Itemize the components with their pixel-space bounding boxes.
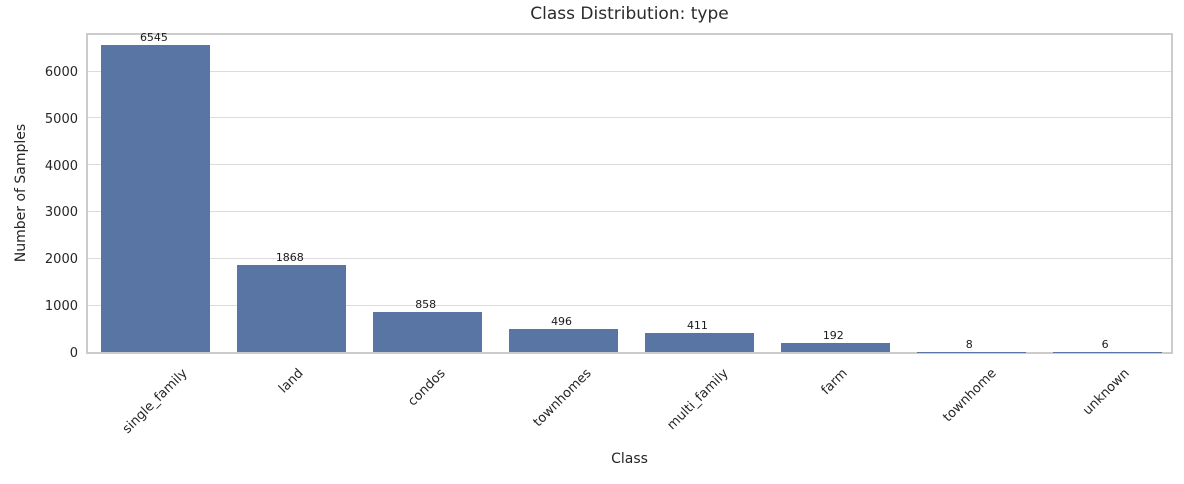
gridline: [88, 257, 1171, 259]
y-tick-label: 2000: [44, 252, 78, 268]
y-tick-label: 0: [69, 346, 78, 361]
bar-value-label: 6545: [139, 31, 168, 45]
x-tick-label: single_family: [119, 366, 191, 437]
gridline: [88, 70, 1171, 72]
bar-multi_family: [644, 332, 754, 352]
bar-townhomes: [509, 328, 619, 352]
y-tick-label: 1000: [44, 299, 78, 315]
gridline: [88, 211, 1171, 212]
y-tick-label: 6000: [44, 64, 78, 80]
y-tick-label: 3000: [44, 205, 78, 221]
y-tick-label: 4000: [44, 158, 78, 174]
bar-value-label: 192: [822, 329, 844, 342]
x-tick-label: unknown: [1079, 366, 1133, 419]
bar-value-label: 8: [965, 337, 973, 351]
x-tick-label: townhomes: [530, 366, 595, 431]
bar-land: [237, 264, 347, 352]
chart-title: Class Distribution: type: [530, 4, 729, 24]
x-tick-label: townhome: [940, 366, 1000, 426]
gridline: [88, 164, 1171, 166]
y-tick-label: 5000: [44, 111, 78, 127]
x-tick-label: farm: [818, 366, 851, 399]
x-tick-label: condos: [405, 366, 449, 410]
bar-condos: [373, 311, 483, 352]
bar-farm: [780, 343, 890, 352]
bar-value-label: 496: [551, 314, 573, 328]
bar-single_family: [101, 45, 211, 352]
x-axis-label: Class: [611, 451, 648, 467]
bar-value-label: 411: [686, 318, 708, 332]
bar-value-label: 858: [415, 297, 437, 311]
y-axis-label: Number of Samples: [13, 123, 29, 263]
plot-area: [86, 33, 1173, 354]
x-tick-label: land: [275, 366, 307, 397]
gridline: [88, 117, 1171, 119]
x-tick-label: multi_family: [664, 366, 733, 434]
bar-value-label: 6: [1101, 337, 1109, 351]
bar-value-label: 1868: [275, 250, 304, 264]
gridline: [88, 304, 1171, 306]
